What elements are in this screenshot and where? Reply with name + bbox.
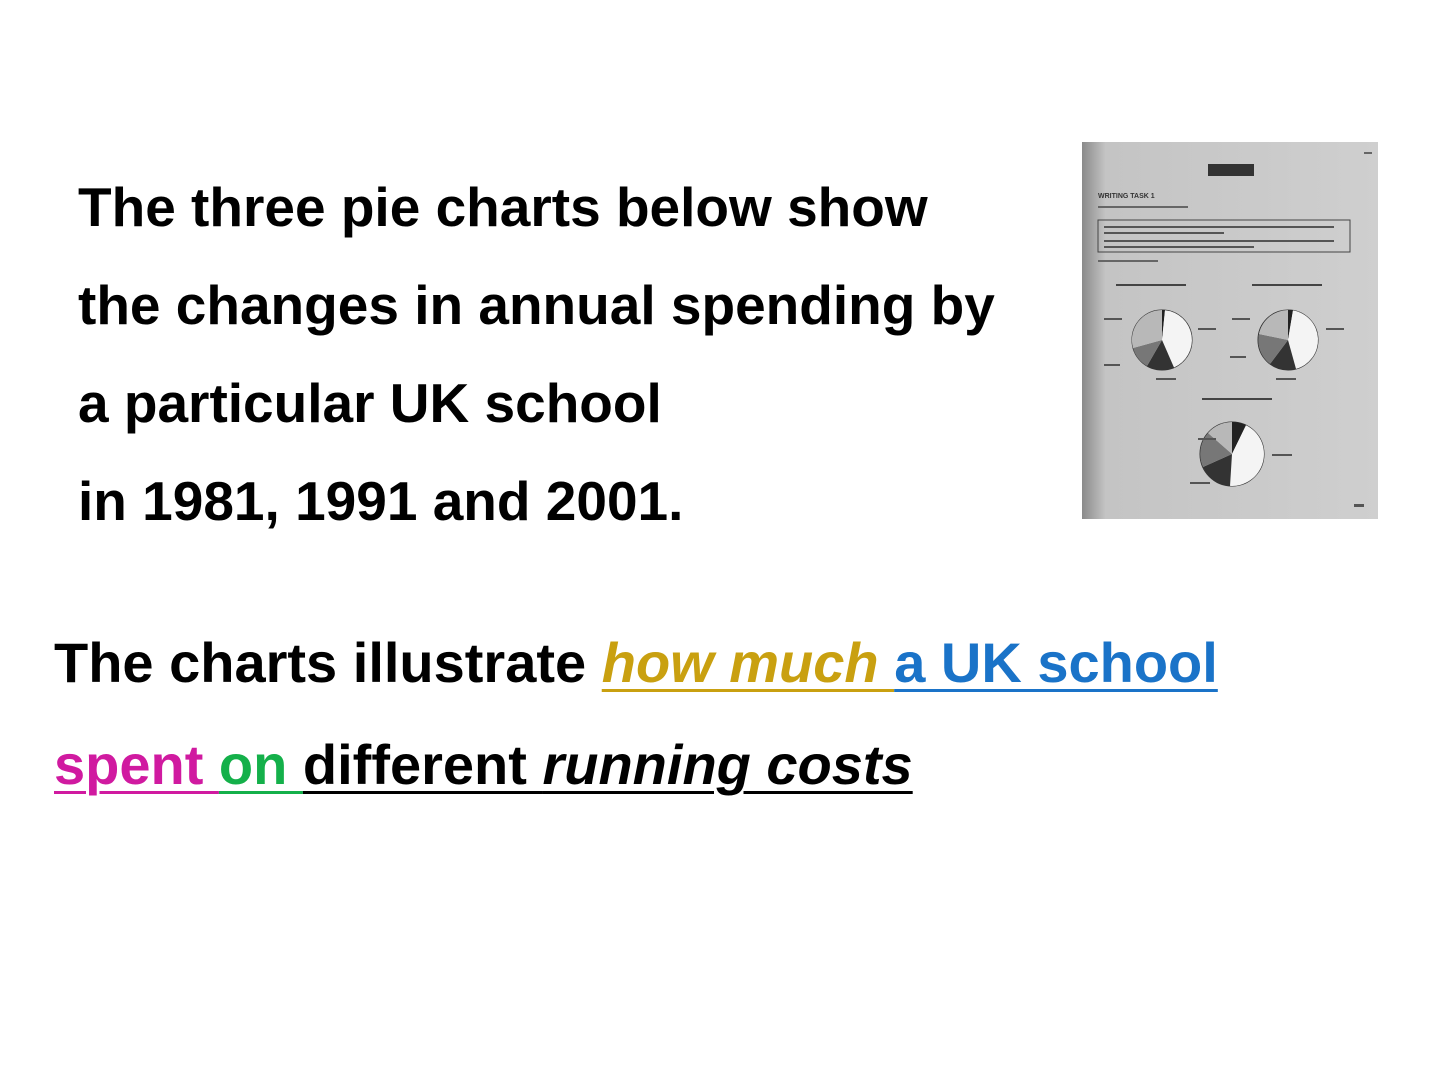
highlight-how-much: how much bbox=[601, 631, 895, 694]
highlight-running-costs: running costs bbox=[542, 733, 913, 796]
prompt-line-2: the changes in annual spending by bbox=[78, 274, 995, 336]
highlight-different: different bbox=[302, 733, 543, 796]
textbook-page-photo: WRITING TASK 1 bbox=[1082, 142, 1378, 519]
highlight-uk-school: a UK school bbox=[894, 631, 1218, 694]
photo-heading: WRITING TASK 1 bbox=[1098, 193, 1155, 200]
answer-line-2: spent on different running costs bbox=[54, 714, 1414, 816]
answer-line-1: The charts illustrate how much a UK scho… bbox=[54, 612, 1414, 714]
task-prompt: The three pie charts below show the chan… bbox=[78, 158, 1068, 550]
highlight-on: on bbox=[218, 733, 303, 796]
textbook-page-illustration: WRITING TASK 1 bbox=[1082, 142, 1378, 519]
answer-sentence: The charts illustrate how much a UK scho… bbox=[54, 612, 1414, 816]
prompt-line-1: The three pie charts below show bbox=[78, 176, 928, 238]
highlight-spent: spent bbox=[54, 733, 219, 796]
prompt-line-3: a particular UK school bbox=[78, 372, 662, 434]
answer-intro-text: The charts illustrate bbox=[54, 631, 602, 694]
prompt-line-4: in 1981, 1991 and 2001. bbox=[78, 470, 684, 532]
